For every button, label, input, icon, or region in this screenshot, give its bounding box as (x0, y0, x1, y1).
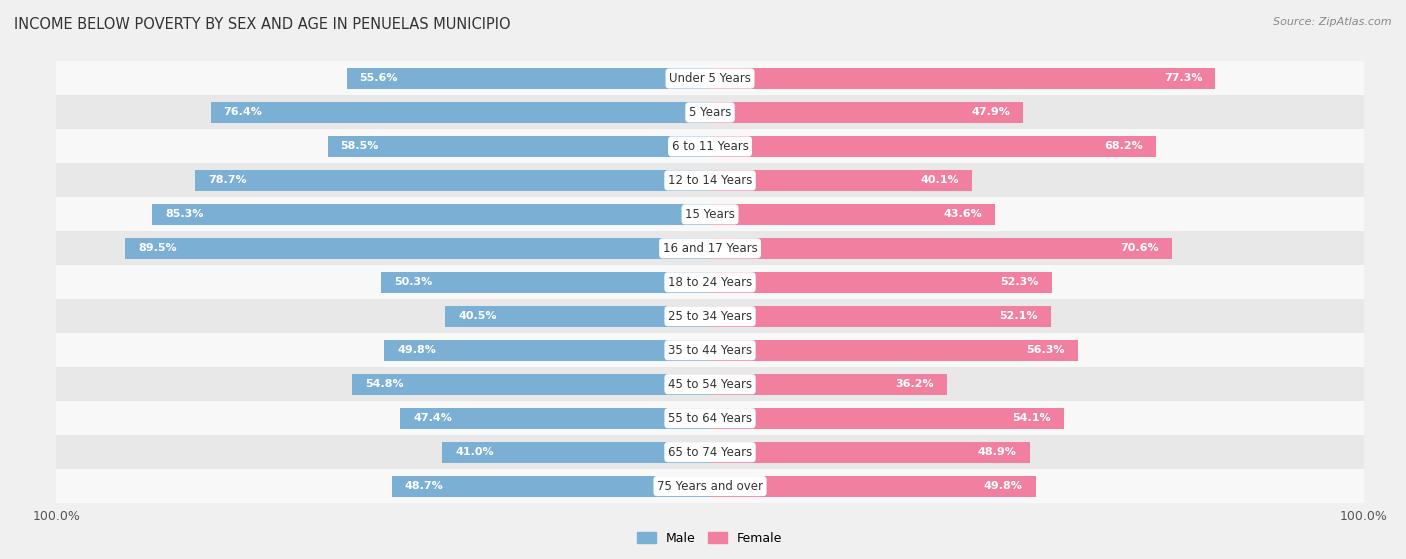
Bar (125, 238, 710, 259)
Bar (384, 340, 710, 361)
Text: 25 to 34 Years: 25 to 34 Years (668, 310, 752, 323)
Bar (56, 333, 1364, 367)
Text: 47.9%: 47.9% (972, 107, 1010, 117)
Bar (710, 373, 946, 395)
Text: 48.9%: 48.9% (977, 447, 1017, 457)
Bar (710, 340, 1078, 361)
Text: 49.8%: 49.8% (398, 345, 436, 355)
Bar (56, 231, 1364, 266)
Text: 5 Years: 5 Years (689, 106, 731, 119)
Text: 77.3%: 77.3% (1164, 73, 1202, 83)
Bar (441, 442, 710, 463)
Text: 58.5%: 58.5% (340, 141, 380, 151)
Bar (710, 272, 1052, 293)
Text: 70.6%: 70.6% (1121, 243, 1159, 253)
Text: Under 5 Years: Under 5 Years (669, 72, 751, 85)
Bar (56, 96, 1364, 130)
Bar (401, 408, 710, 429)
Text: 54.1%: 54.1% (1012, 413, 1050, 423)
Bar (56, 130, 1364, 163)
Bar (710, 102, 1024, 123)
Text: 45 to 54 Years: 45 to 54 Years (668, 378, 752, 391)
Text: 89.5%: 89.5% (138, 243, 177, 253)
Bar (346, 68, 710, 89)
Text: 40.1%: 40.1% (921, 176, 959, 186)
Bar (710, 204, 995, 225)
Bar (710, 306, 1050, 327)
Text: INCOME BELOW POVERTY BY SEX AND AGE IN PENUELAS MUNICIPIO: INCOME BELOW POVERTY BY SEX AND AGE IN P… (14, 17, 510, 32)
Bar (56, 469, 1364, 503)
Bar (211, 102, 710, 123)
Text: 48.7%: 48.7% (405, 481, 443, 491)
Bar (328, 136, 710, 157)
Bar (152, 204, 710, 225)
Legend: Male, Female: Male, Female (633, 527, 787, 550)
Text: 68.2%: 68.2% (1104, 141, 1143, 151)
Text: 56.3%: 56.3% (1026, 345, 1064, 355)
Text: 36.2%: 36.2% (896, 379, 934, 389)
Bar (56, 367, 1364, 401)
Bar (710, 238, 1171, 259)
Bar (56, 435, 1364, 469)
Bar (56, 197, 1364, 231)
Bar (56, 61, 1364, 96)
Bar (710, 136, 1156, 157)
Bar (56, 299, 1364, 333)
Bar (56, 163, 1364, 197)
Text: 50.3%: 50.3% (394, 277, 433, 287)
Bar (446, 306, 710, 327)
Text: 54.8%: 54.8% (364, 379, 404, 389)
Bar (56, 266, 1364, 299)
Bar (381, 272, 710, 293)
Text: 15 Years: 15 Years (685, 208, 735, 221)
Text: 47.4%: 47.4% (413, 413, 453, 423)
Text: 18 to 24 Years: 18 to 24 Years (668, 276, 752, 289)
Text: 78.7%: 78.7% (208, 176, 247, 186)
Bar (710, 68, 1215, 89)
Text: 35 to 44 Years: 35 to 44 Years (668, 344, 752, 357)
Bar (392, 476, 710, 496)
Text: 43.6%: 43.6% (943, 210, 981, 219)
Text: 40.5%: 40.5% (458, 311, 496, 321)
Text: 16 and 17 Years: 16 and 17 Years (662, 242, 758, 255)
Text: 52.1%: 52.1% (1000, 311, 1038, 321)
Text: 55 to 64 Years: 55 to 64 Years (668, 411, 752, 425)
Text: 75 Years and over: 75 Years and over (657, 480, 763, 492)
Text: 41.0%: 41.0% (456, 447, 494, 457)
Text: 76.4%: 76.4% (224, 107, 263, 117)
Text: 49.8%: 49.8% (984, 481, 1022, 491)
Text: 65 to 74 Years: 65 to 74 Years (668, 446, 752, 458)
Bar (710, 442, 1029, 463)
Text: Source: ZipAtlas.com: Source: ZipAtlas.com (1274, 17, 1392, 27)
Text: 85.3%: 85.3% (166, 210, 204, 219)
Text: 12 to 14 Years: 12 to 14 Years (668, 174, 752, 187)
Bar (710, 476, 1036, 496)
Bar (352, 373, 710, 395)
Text: 55.6%: 55.6% (360, 73, 398, 83)
Bar (710, 170, 972, 191)
Text: 52.3%: 52.3% (1001, 277, 1039, 287)
Bar (710, 408, 1064, 429)
Bar (195, 170, 710, 191)
Text: 6 to 11 Years: 6 to 11 Years (672, 140, 748, 153)
Bar (56, 401, 1364, 435)
